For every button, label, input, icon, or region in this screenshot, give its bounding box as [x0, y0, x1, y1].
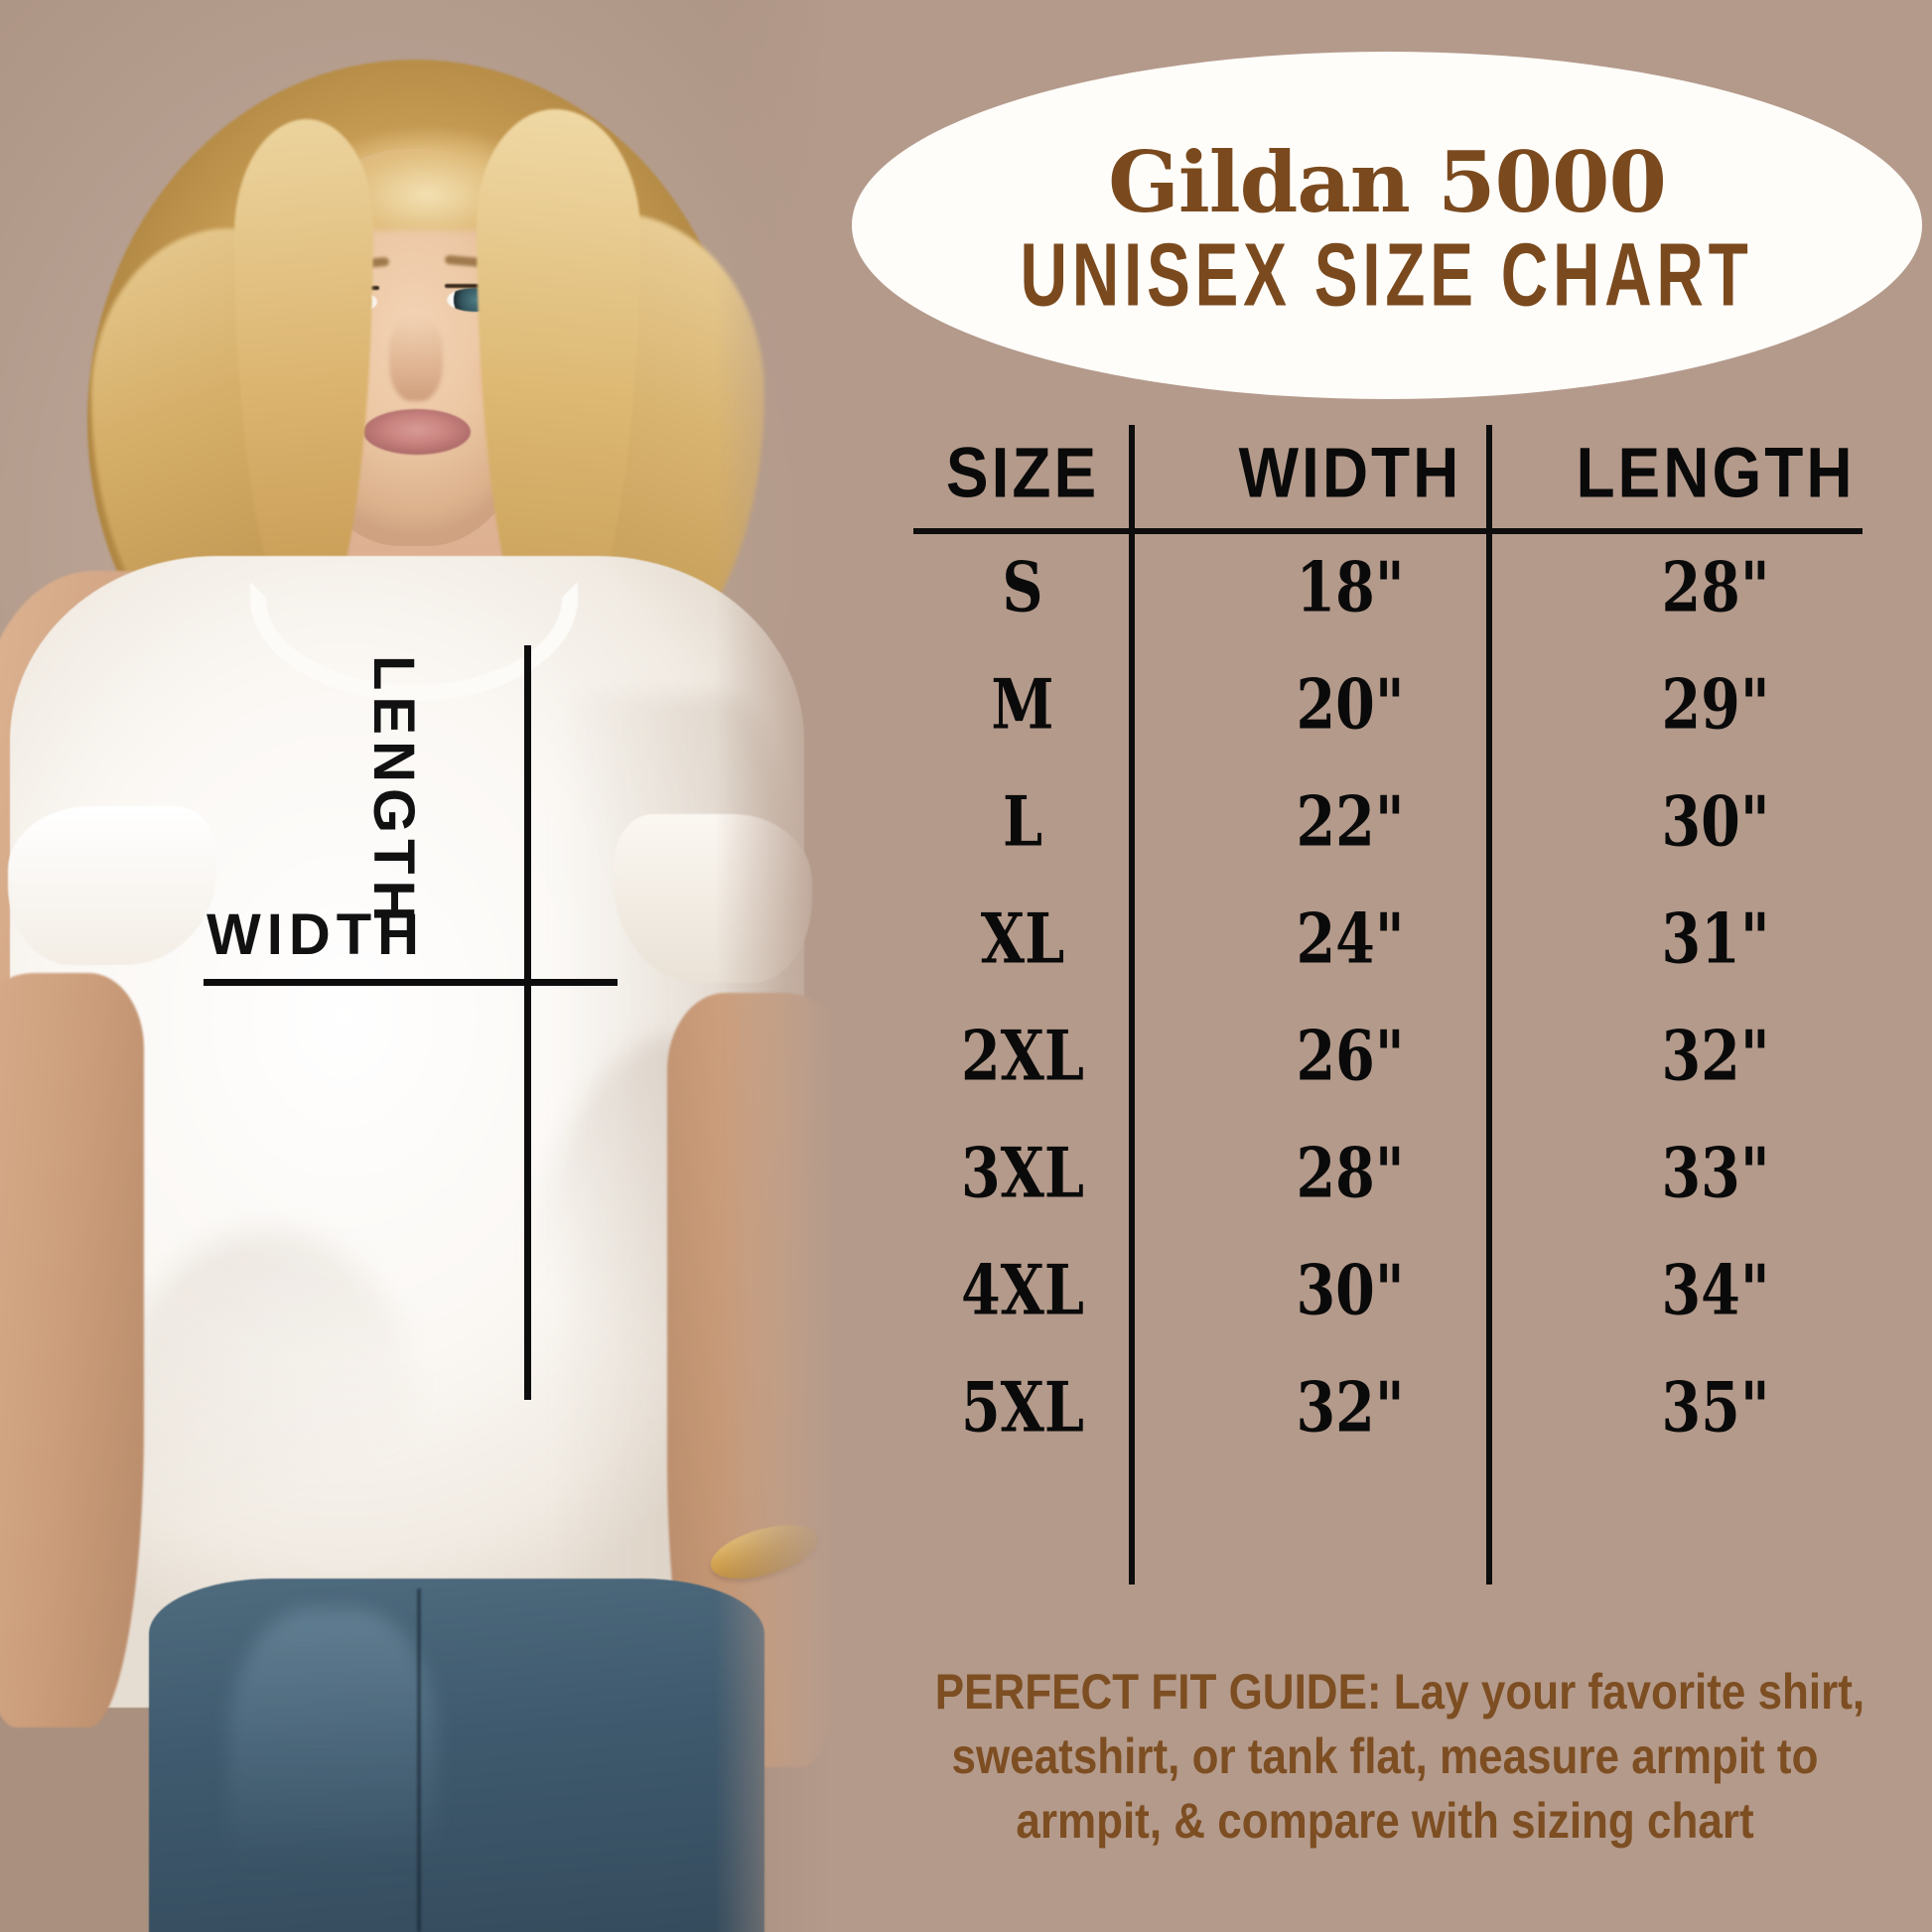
cell-width: 26": [1296, 1015, 1405, 1096]
cell-length: 30": [1661, 780, 1770, 862]
cell-width: 28": [1296, 1132, 1405, 1213]
cell-width: 20": [1296, 663, 1405, 745]
cell-size: L: [1002, 780, 1043, 862]
footer-line-3: armpit, & compare with sizing chart: [1016, 1793, 1754, 1849]
cell-size: S: [1002, 546, 1043, 627]
cell-width: 18": [1296, 546, 1405, 627]
cell-size: XL: [980, 897, 1065, 979]
chart-subtitle: UNISEX SIZE CHART: [1021, 225, 1753, 325]
jeans-seam: [417, 1588, 421, 1932]
header-badge: Gildan 5000 UNISEX SIZE CHART: [852, 52, 1922, 399]
cell-size: M: [991, 663, 1054, 745]
jeans: [149, 1579, 764, 1932]
nose: [389, 316, 443, 401]
jeans-highlight: [228, 1608, 437, 1932]
cell-length: 33": [1661, 1132, 1770, 1213]
table-row: 2XL 26" 32": [874, 997, 1902, 1114]
cell-width: 22": [1296, 780, 1405, 862]
cell-length: 29": [1661, 663, 1770, 745]
width-measure-label: WIDTH: [207, 902, 426, 967]
cell-size: 5XL: [960, 1366, 1085, 1448]
tshirt-fold-left: [119, 1231, 417, 1588]
tshirt-sleeve-left: [8, 806, 216, 965]
table-row: 3XL 28" 33": [874, 1114, 1902, 1231]
size-table: SIZE WIDTH LENGTH S 18" 28" M 20" 29" L: [874, 417, 1902, 1588]
column-header-length: LENGTH: [1576, 432, 1856, 513]
cell-size: 2XL: [960, 1015, 1085, 1096]
cell-length: 35": [1661, 1366, 1770, 1448]
table-row: M 20" 29": [874, 645, 1902, 762]
table-body: S 18" 28" M 20" 29" L 22" 30" XL 24": [874, 528, 1902, 1465]
cell-width: 32": [1296, 1366, 1405, 1448]
length-measure-label: LENGTH: [361, 655, 426, 928]
cell-length: 28": [1661, 546, 1770, 627]
table-column-divider-2: [1486, 425, 1492, 1585]
column-header-width: WIDTH: [1238, 432, 1462, 513]
footer-line-1: PERFECT FIT GUIDE: Lay your favorite shi…: [934, 1664, 1865, 1720]
table-row: L 22" 30": [874, 762, 1902, 880]
column-header-size: SIZE: [945, 432, 1100, 513]
photo-edge-fade: [715, 0, 834, 1932]
lips: [363, 409, 471, 455]
table-row: S 18" 28": [874, 528, 1902, 645]
cell-length: 32": [1661, 1015, 1770, 1096]
cell-length: 31": [1661, 897, 1770, 979]
eyelash-right: [445, 284, 506, 288]
table-column-divider-1: [1129, 425, 1135, 1585]
table-row: XL 24" 31": [874, 880, 1902, 997]
table-header-rule: [913, 528, 1863, 534]
length-measure-line: [524, 645, 531, 1400]
table-header-row: SIZE WIDTH LENGTH: [874, 417, 1902, 528]
cell-width: 30": [1296, 1249, 1405, 1330]
perfect-fit-guide: PERFECT FIT GUIDE: Lay your favorite shi…: [934, 1660, 1865, 1854]
chart-panel: Gildan 5000 UNISEX SIZE CHART SIZE WIDTH…: [834, 0, 1932, 1932]
cell-length: 34": [1661, 1249, 1770, 1330]
footer-line-2: sweatshirt, or tank flat, measure armpit…: [951, 1728, 1819, 1784]
cell-size: 3XL: [960, 1132, 1085, 1213]
model-photo: [0, 0, 834, 1932]
width-measure-line: [204, 979, 618, 986]
arm-left: [0, 973, 144, 1727]
brand-title: Gildan 5000: [1108, 133, 1667, 231]
cell-width: 24": [1296, 897, 1405, 979]
table-row: 5XL 32" 35": [874, 1348, 1902, 1465]
table-row: 4XL 30" 34": [874, 1231, 1902, 1348]
cell-size: 4XL: [960, 1249, 1085, 1330]
